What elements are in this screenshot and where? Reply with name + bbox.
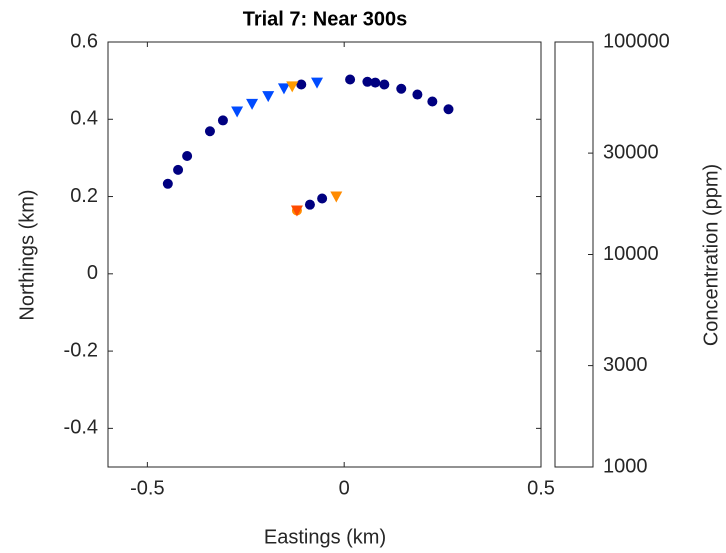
chart-title: Trial 7: Near 300s	[243, 8, 408, 30]
y-tick-label: 0.2	[70, 185, 98, 207]
y-tick-label: 0.4	[70, 108, 98, 130]
point	[277, 83, 290, 95]
colorbar-tick-label: 1000	[603, 455, 648, 477]
colorbar-tick-label: 30000	[603, 141, 659, 163]
point	[246, 98, 259, 110]
point	[173, 164, 184, 175]
point	[379, 79, 390, 90]
point	[162, 178, 173, 189]
y-tick-label: 0	[87, 262, 98, 284]
point	[231, 106, 244, 118]
x-axis-label: Eastings (km)	[264, 526, 386, 548]
point	[304, 199, 315, 210]
y-axis-label: Northings (km)	[16, 189, 38, 320]
point	[396, 83, 407, 94]
point	[182, 150, 193, 161]
point	[412, 89, 423, 100]
x-tick-label: 0.5	[527, 477, 555, 499]
point	[286, 81, 299, 93]
y-tick-label: 0.6	[70, 30, 98, 52]
plot-area	[107, 41, 542, 468]
point	[296, 79, 307, 90]
point	[345, 74, 356, 85]
colorbar	[554, 41, 594, 468]
point	[217, 115, 228, 126]
point	[290, 205, 303, 217]
point	[311, 77, 324, 89]
x-tick-label: 0	[339, 477, 350, 499]
point	[370, 77, 381, 88]
y-tick-label: -0.2	[64, 339, 98, 361]
point	[362, 76, 373, 87]
point	[427, 96, 438, 107]
point	[204, 126, 215, 137]
colorbar-tick-label: 10000	[603, 243, 659, 265]
colorbar-label: Concentration (ppm)	[700, 164, 722, 346]
colorbar-tick-label: 100000	[603, 30, 670, 52]
colorbar-tick-label: 3000	[603, 354, 648, 376]
x-tick-label: -0.5	[130, 477, 164, 499]
point	[317, 193, 328, 204]
point	[262, 91, 275, 103]
point	[443, 104, 454, 115]
y-tick-label: -0.4	[64, 417, 98, 439]
point	[330, 191, 343, 203]
